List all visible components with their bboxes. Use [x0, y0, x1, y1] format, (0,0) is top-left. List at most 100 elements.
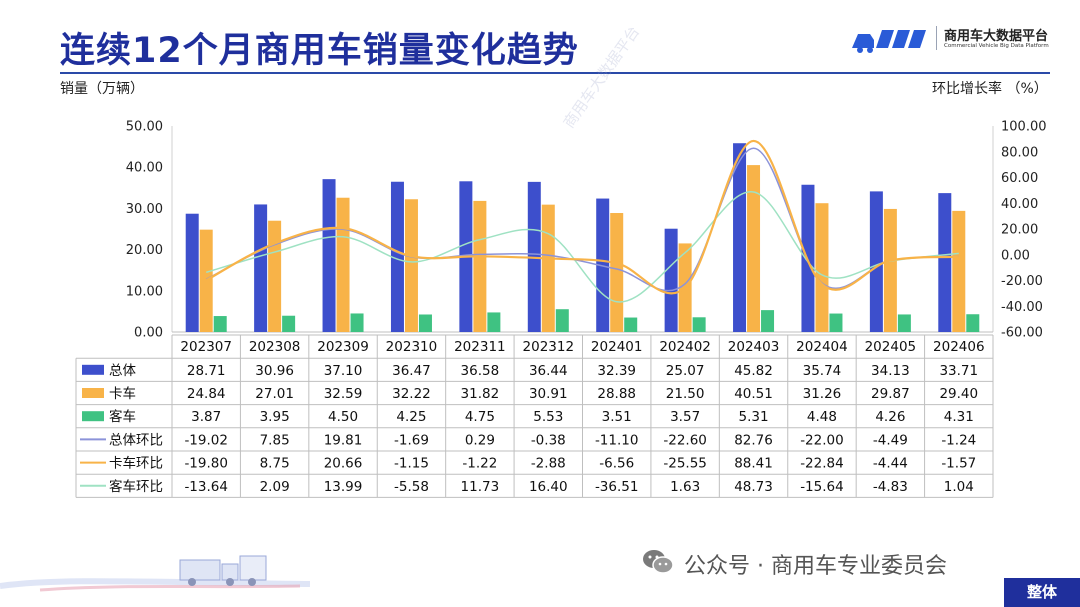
- footer-section-tag: 整体: [1004, 578, 1080, 607]
- data-label: 33.71: [939, 363, 978, 379]
- data-label: 24.84: [187, 386, 226, 402]
- brand-block: 商用车大数据平台 Commercial Vehicle Big Data Pla…: [848, 22, 1058, 56]
- data-label: -4.49: [873, 432, 908, 448]
- data-label: 20.66: [324, 456, 363, 472]
- bar-1: [404, 199, 418, 332]
- data-label: -1.24: [941, 432, 976, 448]
- data-label: 13.99: [324, 479, 363, 495]
- data-label: 25.07: [666, 363, 705, 379]
- page-title: 连续12个月商用车销量变化趋势: [60, 31, 579, 71]
- data-label: -15.64: [800, 479, 844, 495]
- y2-tick-label: -40.00: [1001, 300, 1043, 315]
- y2-tick-label: 40.00: [1001, 197, 1038, 212]
- data-label: 30.91: [529, 386, 568, 402]
- x-tick-label: 202307: [180, 339, 232, 355]
- data-label: -4.83: [873, 479, 908, 495]
- data-label: 4.26: [875, 409, 905, 425]
- bar-2: [692, 317, 706, 332]
- data-label: -25.55: [663, 456, 707, 472]
- y-tick-label: 10.00: [126, 284, 163, 299]
- data-label: 35.74: [803, 363, 842, 379]
- bar-2: [624, 317, 638, 332]
- data-label: -1.22: [462, 456, 497, 472]
- data-label: 4.48: [807, 409, 837, 425]
- data-label: 30.96: [255, 363, 294, 379]
- x-tick-label: 202401: [591, 339, 643, 355]
- data-label: 37.10: [324, 363, 363, 379]
- data-label: 27.01: [255, 386, 294, 402]
- data-label: 3.87: [191, 409, 221, 425]
- bar-2: [966, 314, 980, 332]
- bar-2: [897, 314, 911, 332]
- brand-subtitle: Commercial Vehicle Big Data Platform: [944, 43, 1049, 49]
- data-label: 5.31: [739, 409, 769, 425]
- data-label: -19.02: [184, 432, 228, 448]
- bar-2: [761, 310, 775, 332]
- data-label: 2.09: [260, 479, 290, 495]
- bar-0: [322, 179, 336, 332]
- line-series-2: [205, 191, 959, 303]
- y2-tick-label: 20.00: [1001, 223, 1038, 238]
- bar-0: [390, 181, 404, 332]
- data-label: -5.58: [394, 479, 429, 495]
- bar-1: [541, 204, 555, 332]
- y-tick-label: 20.00: [126, 243, 163, 258]
- data-label: -19.80: [184, 456, 228, 472]
- data-label: 28.71: [187, 363, 226, 379]
- bar-1: [815, 203, 829, 332]
- legend-label: 客车: [109, 408, 136, 425]
- y-tick-label: 30.00: [126, 202, 163, 217]
- bar-1: [883, 208, 897, 332]
- data-label: 36.44: [529, 363, 568, 379]
- data-label: 31.26: [803, 386, 842, 402]
- footer-account-name: 公众号 · 商用车专业委员会: [684, 554, 947, 579]
- data-label: 5.53: [533, 409, 563, 425]
- data-label: 3.95: [260, 409, 290, 425]
- bar-1: [952, 210, 966, 332]
- y2-tick-label: -60.00: [1001, 326, 1043, 341]
- bar-1: [336, 197, 350, 332]
- x-tick-label: 202403: [728, 339, 780, 355]
- data-label: 11.73: [461, 479, 500, 495]
- y-axis-label-left: 销量（万辆）: [60, 81, 144, 97]
- y-axis-label-right: 环比增长率 （%）: [932, 81, 1048, 97]
- bar-1: [268, 220, 282, 332]
- line-series-1: [205, 139, 959, 295]
- data-label: 21.50: [666, 386, 705, 402]
- bar-1: [610, 213, 624, 332]
- data-label: 4.31: [944, 409, 974, 425]
- data-label: -11.10: [595, 432, 639, 448]
- x-tick-label: 202312: [523, 339, 575, 355]
- data-label: 16.40: [529, 479, 568, 495]
- y-tick-label: 40.00: [126, 161, 163, 176]
- bar-2: [487, 312, 501, 332]
- x-tick-label: 202405: [865, 339, 917, 355]
- x-tick-label: 202402: [659, 339, 711, 355]
- bar-0: [664, 228, 678, 332]
- x-tick-label: 202404: [796, 339, 848, 355]
- x-tick-label: 202309: [317, 339, 369, 355]
- legend-swatch-1: [82, 388, 104, 398]
- data-label: 28.88: [597, 386, 636, 402]
- data-label: -2.88: [531, 456, 566, 472]
- data-label: 32.22: [392, 386, 431, 402]
- data-label: 29.87: [871, 386, 910, 402]
- data-label: 29.40: [939, 386, 978, 402]
- legend-swatch-0: [82, 364, 104, 375]
- legend-label: 总体: [109, 363, 136, 379]
- data-label: -1.69: [394, 432, 429, 448]
- bar-2: [555, 309, 569, 332]
- data-label: 3.51: [602, 409, 632, 425]
- data-label: -22.84: [800, 456, 844, 472]
- legend-label: 卡车: [109, 385, 136, 402]
- data-label: -22.00: [800, 432, 844, 448]
- data-label: -36.51: [595, 479, 639, 495]
- data-label: 4.25: [396, 409, 426, 425]
- data-label: 0.29: [465, 432, 495, 448]
- wechat-icon: [643, 550, 674, 574]
- truck-illustration: [0, 555, 310, 592]
- data-label: 1.63: [670, 479, 700, 495]
- legend-swatch-2: [82, 411, 104, 422]
- x-tick-label: 202311: [454, 339, 506, 355]
